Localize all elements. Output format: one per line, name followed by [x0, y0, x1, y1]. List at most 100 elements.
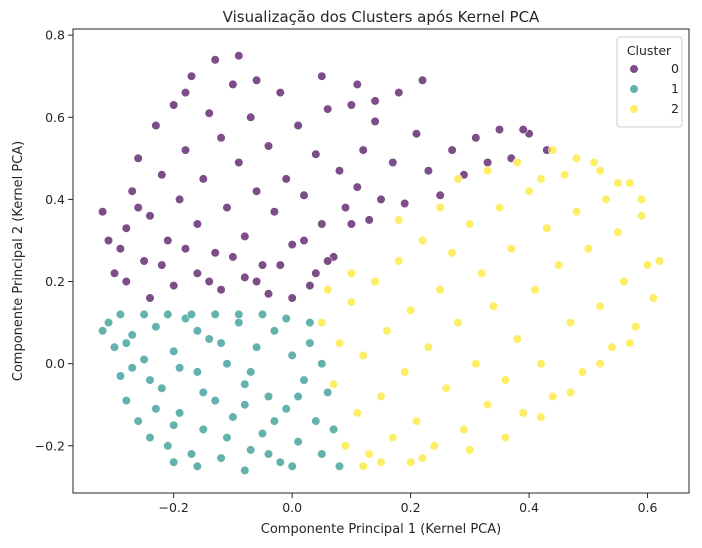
legend-marker-2 — [629, 104, 639, 114]
point-cluster-1-42 — [163, 309, 173, 320]
point-cluster-2-56 — [654, 256, 665, 266]
point-cluster-1-58 — [169, 457, 179, 467]
point-cluster-0-13 — [186, 71, 197, 81]
legend-title: Cluster — [627, 43, 672, 58]
point-cluster-0-31 — [293, 120, 303, 131]
point-cluster-2-61 — [417, 453, 428, 463]
point-cluster-1-44 — [210, 309, 220, 320]
point-cluster-1-17 — [204, 334, 214, 344]
point-cluster-1-15 — [192, 367, 202, 377]
point-cluster-0-76 — [299, 235, 309, 246]
point-cluster-0-21 — [234, 157, 244, 168]
x-tick-label: 0.4 — [519, 500, 539, 515]
point-cluster-2-40 — [559, 170, 570, 180]
point-cluster-1-66 — [192, 326, 202, 336]
point-cluster-0-62 — [192, 268, 202, 278]
point-cluster-1-10 — [163, 441, 173, 451]
point-cluster-2-62 — [465, 445, 475, 455]
y-axis-label: Componente Principal 2 (Kernel PCA) — [11, 141, 26, 381]
legend-marker-0 — [629, 64, 639, 74]
legend-marker-1 — [629, 84, 639, 94]
point-cluster-0-2 — [121, 223, 131, 233]
point-cluster-2-34 — [524, 186, 534, 196]
y-tick-label: 0.6 — [45, 110, 65, 125]
point-cluster-0-5 — [139, 256, 149, 266]
point-cluster-1-11 — [169, 346, 179, 356]
point-cluster-2-14 — [406, 305, 416, 315]
point-cluster-2-11 — [388, 433, 398, 443]
point-cluster-1-14 — [186, 449, 197, 459]
point-cluster-2-48 — [607, 342, 617, 352]
point-cluster-1-23 — [240, 379, 250, 389]
point-cluster-2-51 — [625, 178, 635, 188]
point-cluster-1-26 — [257, 428, 268, 439]
point-cluster-0-55 — [494, 125, 505, 135]
point-cluster-0-86 — [180, 87, 191, 98]
point-cluster-0-48 — [411, 129, 422, 139]
point-cluster-1-52 — [198, 387, 208, 398]
point-cluster-1-46 — [257, 309, 268, 320]
point-cluster-2-52 — [631, 322, 641, 332]
point-cluster-2-57 — [548, 145, 558, 155]
point-cluster-2-72 — [453, 174, 463, 184]
point-cluster-2-78 — [613, 178, 623, 188]
point-cluster-2-69 — [323, 285, 333, 295]
point-cluster-0-12 — [180, 145, 191, 155]
x-axis-label: Componente Principal 1 (Kernel PCA) — [261, 522, 501, 537]
point-cluster-1-4 — [127, 330, 137, 340]
point-cluster-0-43 — [364, 215, 374, 225]
point-cluster-0-72 — [204, 276, 214, 287]
chart-title: Visualização dos Clusters após Kernel PC… — [223, 8, 540, 26]
point-cluster-0-16 — [204, 108, 214, 118]
point-cluster-2-6 — [358, 350, 368, 361]
point-cluster-2-70 — [358, 461, 368, 471]
point-cluster-2-35 — [530, 285, 540, 295]
point-cluster-1-33 — [299, 375, 309, 385]
point-cluster-1-50 — [151, 404, 161, 414]
point-cluster-0-68 — [103, 235, 114, 246]
point-cluster-0-36 — [323, 104, 333, 114]
point-cluster-2-31 — [506, 244, 516, 254]
point-cluster-2-15 — [411, 416, 422, 426]
point-cluster-2-33 — [518, 408, 528, 418]
point-cluster-2-23 — [459, 424, 469, 435]
point-cluster-2-27 — [483, 400, 493, 410]
point-cluster-1-68 — [240, 400, 250, 410]
point-cluster-2-10 — [382, 326, 392, 336]
y-tick-label: 0.0 — [45, 356, 65, 371]
x-tick-label: 0.0 — [282, 500, 302, 515]
point-cluster-1-8 — [151, 322, 161, 332]
point-cluster-0-11 — [175, 194, 185, 204]
point-cluster-1-60 — [287, 461, 297, 471]
point-cluster-1-3 — [121, 396, 131, 406]
points-layer — [97, 51, 665, 476]
point-cluster-2-55 — [648, 293, 659, 303]
point-cluster-0-23 — [246, 112, 256, 122]
point-cluster-1-59 — [240, 465, 250, 476]
point-cluster-0-81 — [210, 55, 220, 65]
point-cluster-0-27 — [269, 207, 280, 217]
point-cluster-1-31 — [287, 350, 297, 361]
point-cluster-1-19 — [216, 453, 226, 463]
point-cluster-2-47 — [601, 194, 611, 204]
point-cluster-2-49 — [613, 227, 623, 237]
point-cluster-0-44 — [370, 116, 380, 126]
point-cluster-2-18 — [429, 441, 439, 451]
point-cluster-0-14 — [192, 219, 202, 229]
point-cluster-2-9 — [376, 391, 386, 402]
point-cluster-1-36 — [317, 449, 327, 459]
point-cluster-1-27 — [263, 391, 274, 402]
point-cluster-2-2 — [334, 338, 345, 348]
point-cluster-0-75 — [275, 260, 285, 270]
point-cluster-1-2 — [115, 371, 125, 381]
point-cluster-0-63 — [216, 285, 226, 295]
point-cluster-2-16 — [417, 235, 428, 246]
point-cluster-1-20 — [222, 359, 232, 369]
x-tick-label: 0.2 — [401, 500, 421, 515]
point-cluster-1-21 — [228, 412, 238, 422]
point-cluster-0-40 — [346, 100, 357, 110]
point-cluster-1-1 — [109, 342, 120, 352]
point-cluster-0-39 — [340, 203, 351, 213]
point-cluster-0-32 — [299, 190, 309, 200]
point-cluster-1-65 — [169, 420, 179, 430]
